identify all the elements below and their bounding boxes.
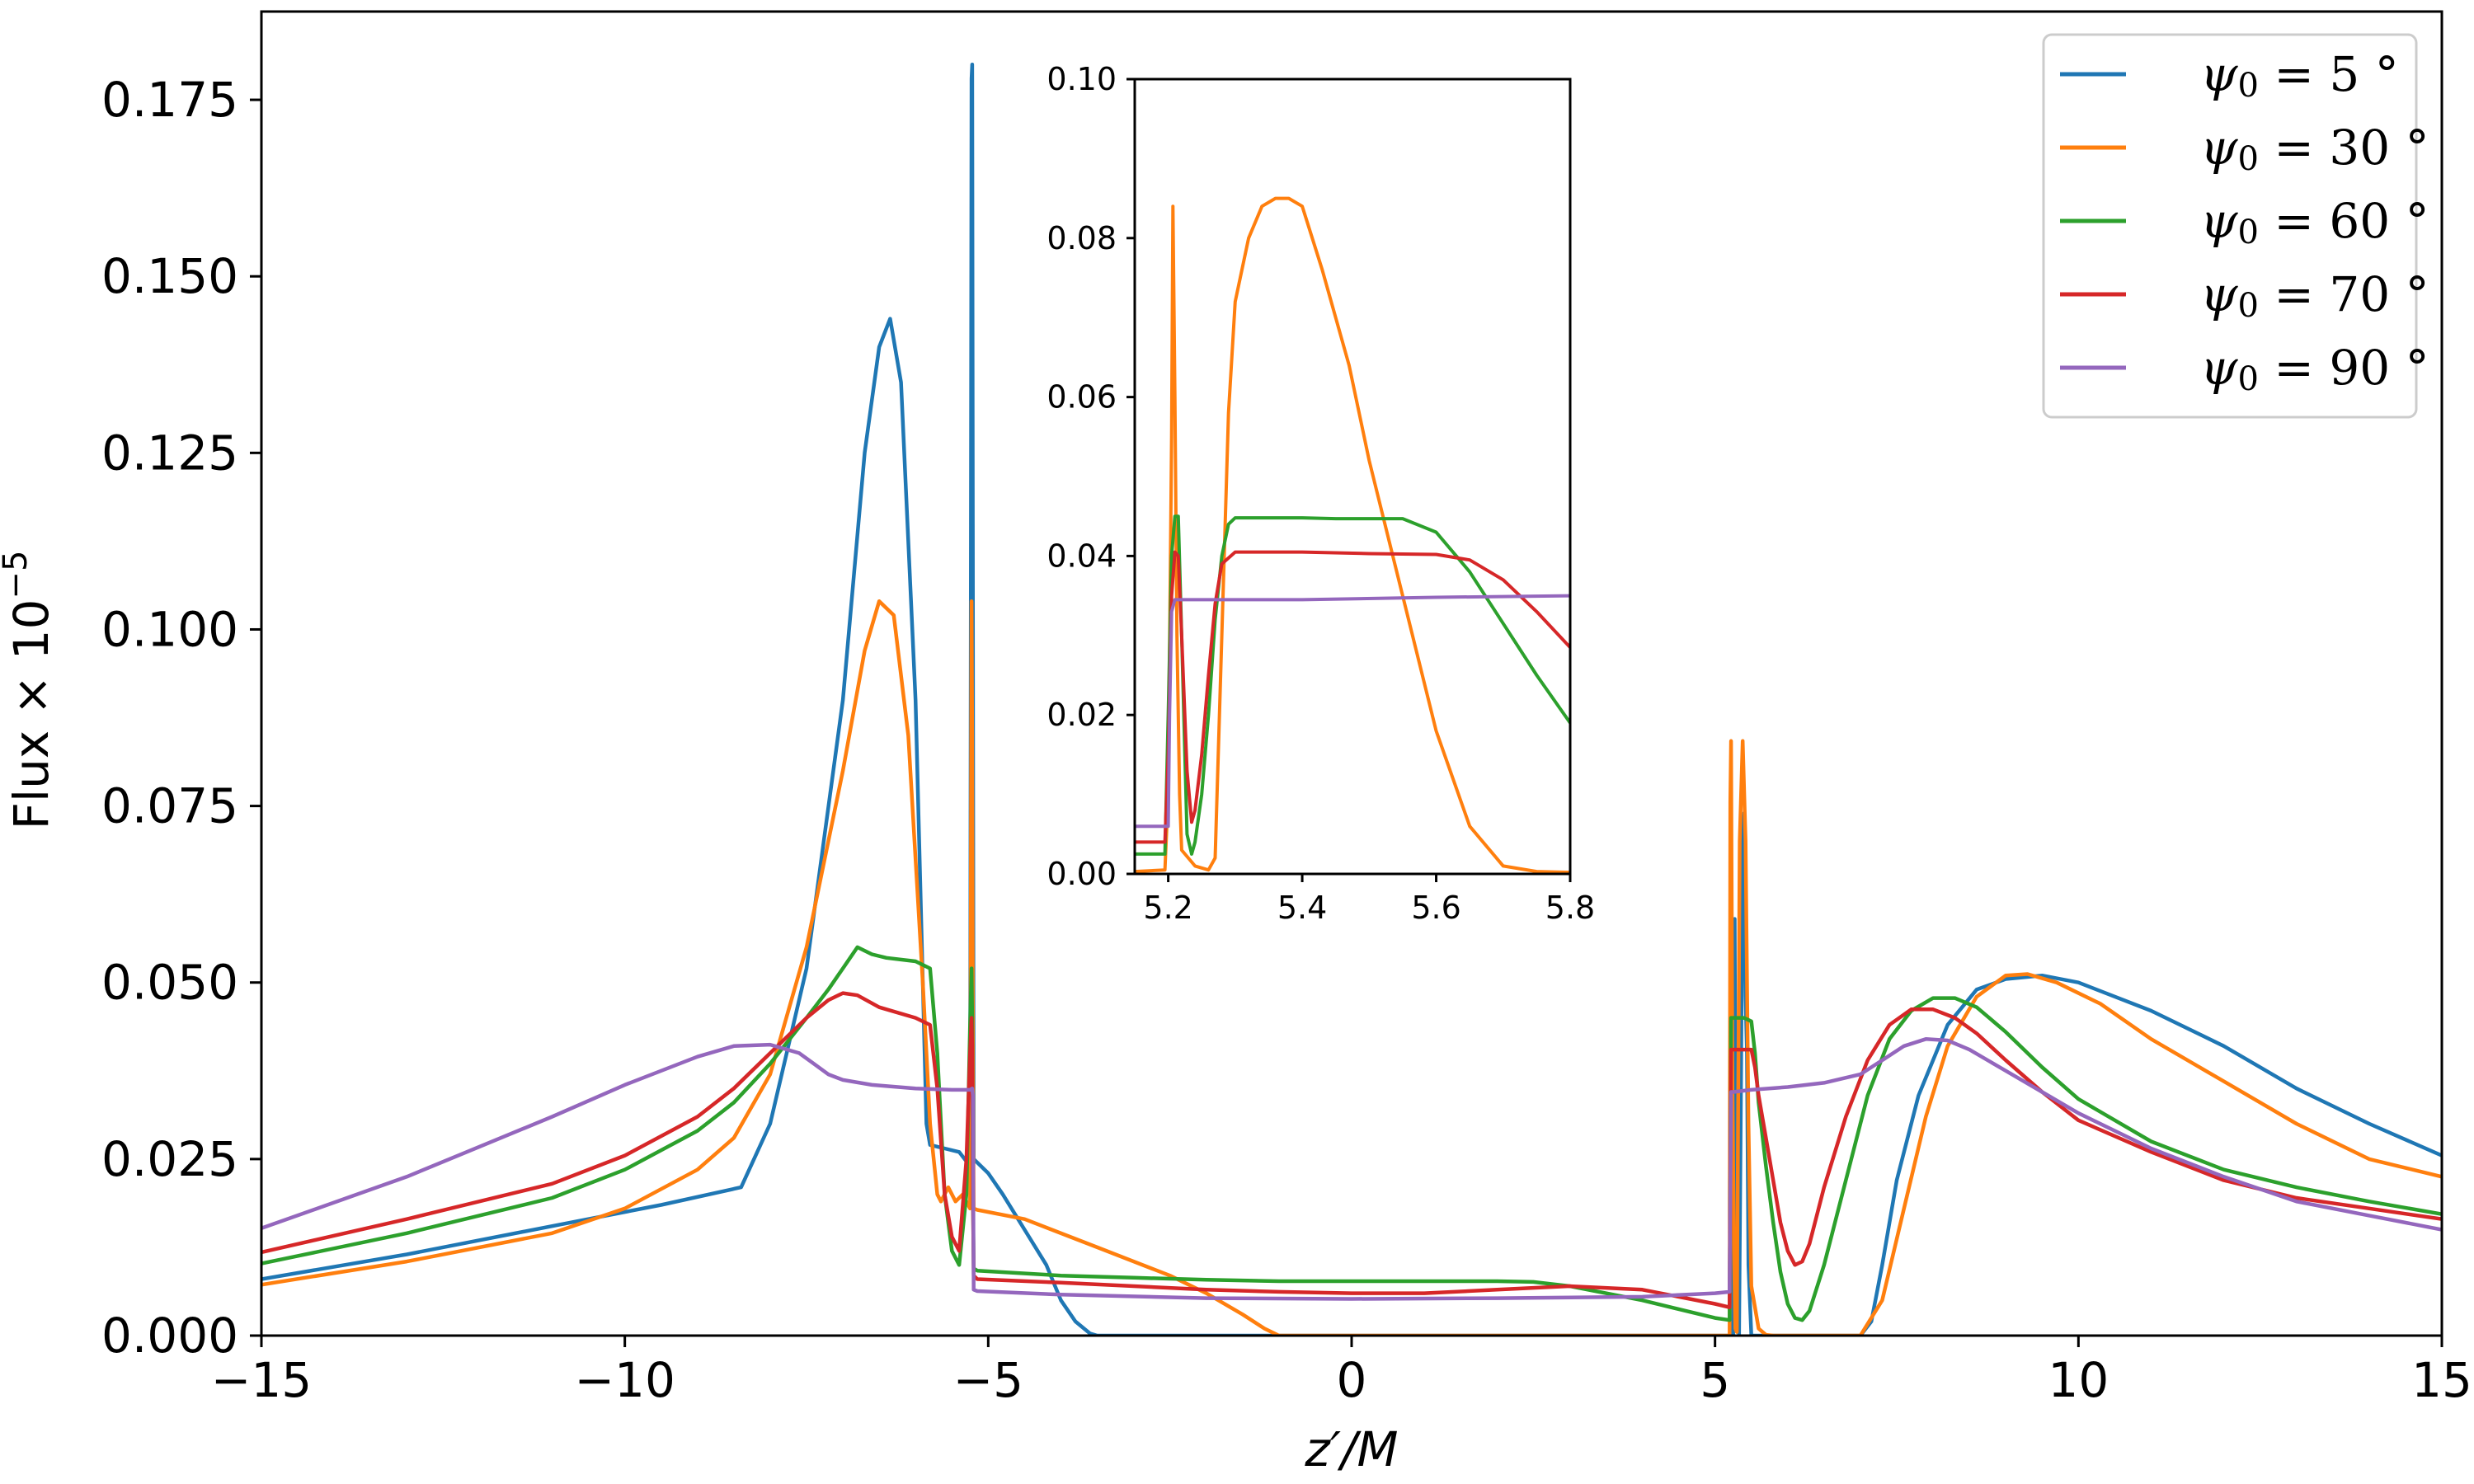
legend-label: ψ0 = 60 ° bbox=[2200, 193, 2429, 251]
legend-label: ψ0 = 70 ° bbox=[2200, 266, 2429, 325]
inset-x-tick-label: 5.6 bbox=[1411, 890, 1460, 926]
main-y-tick-label: 0.175 bbox=[101, 72, 238, 128]
inset-plot-frame bbox=[1133, 77, 1572, 876]
inset-y-tick-label: 0.02 bbox=[1047, 697, 1117, 733]
main-series-line-3 bbox=[261, 991, 2442, 1309]
main-y-tick-label: 0.050 bbox=[101, 955, 238, 1011]
main-series-line-1 bbox=[261, 599, 2442, 1336]
main-y-tick-label: 0.025 bbox=[101, 1131, 238, 1187]
y-axis-label: Flux × 10−5 bbox=[0, 551, 59, 830]
inset-series-line-2 bbox=[1135, 550, 1570, 844]
main-y-tick-label: 0.150 bbox=[101, 248, 238, 304]
y-axis-label-exponent: −5 bbox=[0, 551, 35, 599]
inset-x-tick-label: 5.2 bbox=[1143, 890, 1192, 926]
main-series-line-2 bbox=[261, 945, 2442, 1322]
main-x-tick-label: −10 bbox=[574, 1352, 675, 1408]
inset-y-tick-label: 0.08 bbox=[1047, 220, 1117, 256]
x-axis-label: z′/M bbox=[1304, 1421, 1398, 1477]
legend: ψ0 = 5 ° ψ0 = 30 ° ψ0 = 60 ° ψ0 = 70 ° ψ0 = … bbox=[2042, 33, 2429, 419]
inset-plot-lines bbox=[1135, 196, 1570, 874]
svg-text:Flux × 10−5: Flux × 10−5 bbox=[0, 551, 59, 830]
inset-y-tick-label: 0.00 bbox=[1047, 856, 1117, 892]
main-x-tick-label: −5 bbox=[953, 1352, 1024, 1408]
inset-x-tick-label: 5.8 bbox=[1545, 890, 1595, 926]
legend-label: ψ0 = 5 ° bbox=[2200, 46, 2399, 105]
inset-y-tick-label: 0.04 bbox=[1047, 538, 1117, 574]
main-x-tick-label: 15 bbox=[2411, 1352, 2472, 1408]
main-x-tick-label: 0 bbox=[1337, 1352, 1367, 1408]
legend-box bbox=[2042, 33, 2418, 419]
main-axis-ticks: −15 −10 −5 0 5 10 15 0.000 0.025 0.050 0.075 0.100 0… bbox=[101, 72, 2472, 1408]
inset-y-tick-label: 0.10 bbox=[1047, 61, 1117, 97]
inset-x-tick-label: 5.4 bbox=[1277, 890, 1327, 926]
inset-series-line-0 bbox=[1135, 196, 1570, 874]
main-y-tick-label: 0.075 bbox=[101, 778, 238, 834]
inset-series-line-3 bbox=[1135, 594, 1570, 829]
inset-y-tick-label: 0.06 bbox=[1047, 379, 1117, 416]
main-y-tick-label: 0.000 bbox=[101, 1308, 238, 1364]
main-x-tick-label: −15 bbox=[211, 1352, 312, 1408]
inset-axis-ticks: 5.2 5.4 5.6 5.8 0.00 0.02 0.04 0.06 0.08 0.10 bbox=[1047, 61, 1595, 926]
main-x-tick-label: 10 bbox=[2048, 1352, 2109, 1408]
main-x-tick-label: 5 bbox=[1700, 1352, 1730, 1408]
legend-label: ψ0 = 30 ° bbox=[2200, 120, 2429, 178]
main-y-tick-label: 0.125 bbox=[101, 425, 238, 481]
main-y-tick-label: 0.100 bbox=[101, 601, 238, 657]
main-series-line-4 bbox=[261, 1037, 2442, 1301]
legend-label: ψ0 = 90 ° bbox=[2200, 340, 2429, 398]
y-axis-label-text: Flux × 10 bbox=[3, 599, 59, 830]
